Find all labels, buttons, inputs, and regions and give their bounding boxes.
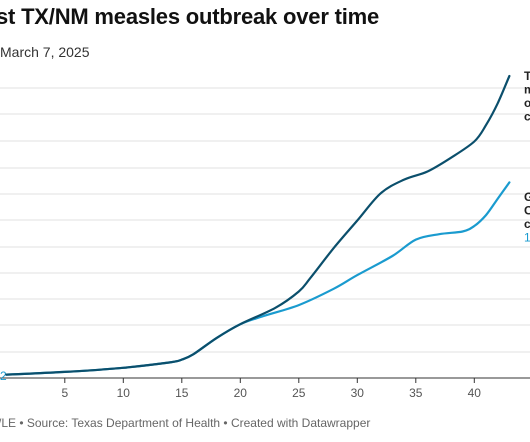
series-end-label: o	[524, 96, 530, 110]
x-tick-label: 20	[234, 386, 248, 400]
chart-subtitle: March 7, 2025	[0, 44, 90, 60]
series-lines	[5, 74, 511, 376]
x-tick-label: 30	[351, 386, 365, 400]
start-value-label: 2	[0, 369, 7, 383]
series-end-label: C	[524, 204, 530, 218]
x-tick-label: 10	[117, 386, 131, 400]
series-end-label: c	[524, 110, 530, 124]
x-tick-label: 35	[409, 386, 423, 400]
series-line-1	[5, 181, 511, 376]
x-tick-label: 25	[292, 386, 306, 400]
series-end-label: 1	[524, 231, 530, 245]
gridlines	[0, 87, 530, 379]
x-axis-ticks: 5 10 15 20 25 30 35 40 2	[0, 369, 481, 400]
chart-title: st TX/NM measles outbreak over time	[0, 4, 380, 29]
series-end-label: T	[524, 69, 530, 83]
series-end-label: G	[524, 190, 530, 204]
series-line-0	[5, 74, 511, 376]
series-end-label: c	[524, 217, 530, 231]
series-end-label: m	[524, 83, 530, 97]
chart-footer: /LE • Source: Texas Department of Health…	[0, 416, 371, 430]
x-tick-label: 5	[61, 386, 68, 400]
x-tick-label: 40	[468, 386, 482, 400]
x-tick-label: 15	[175, 386, 189, 400]
